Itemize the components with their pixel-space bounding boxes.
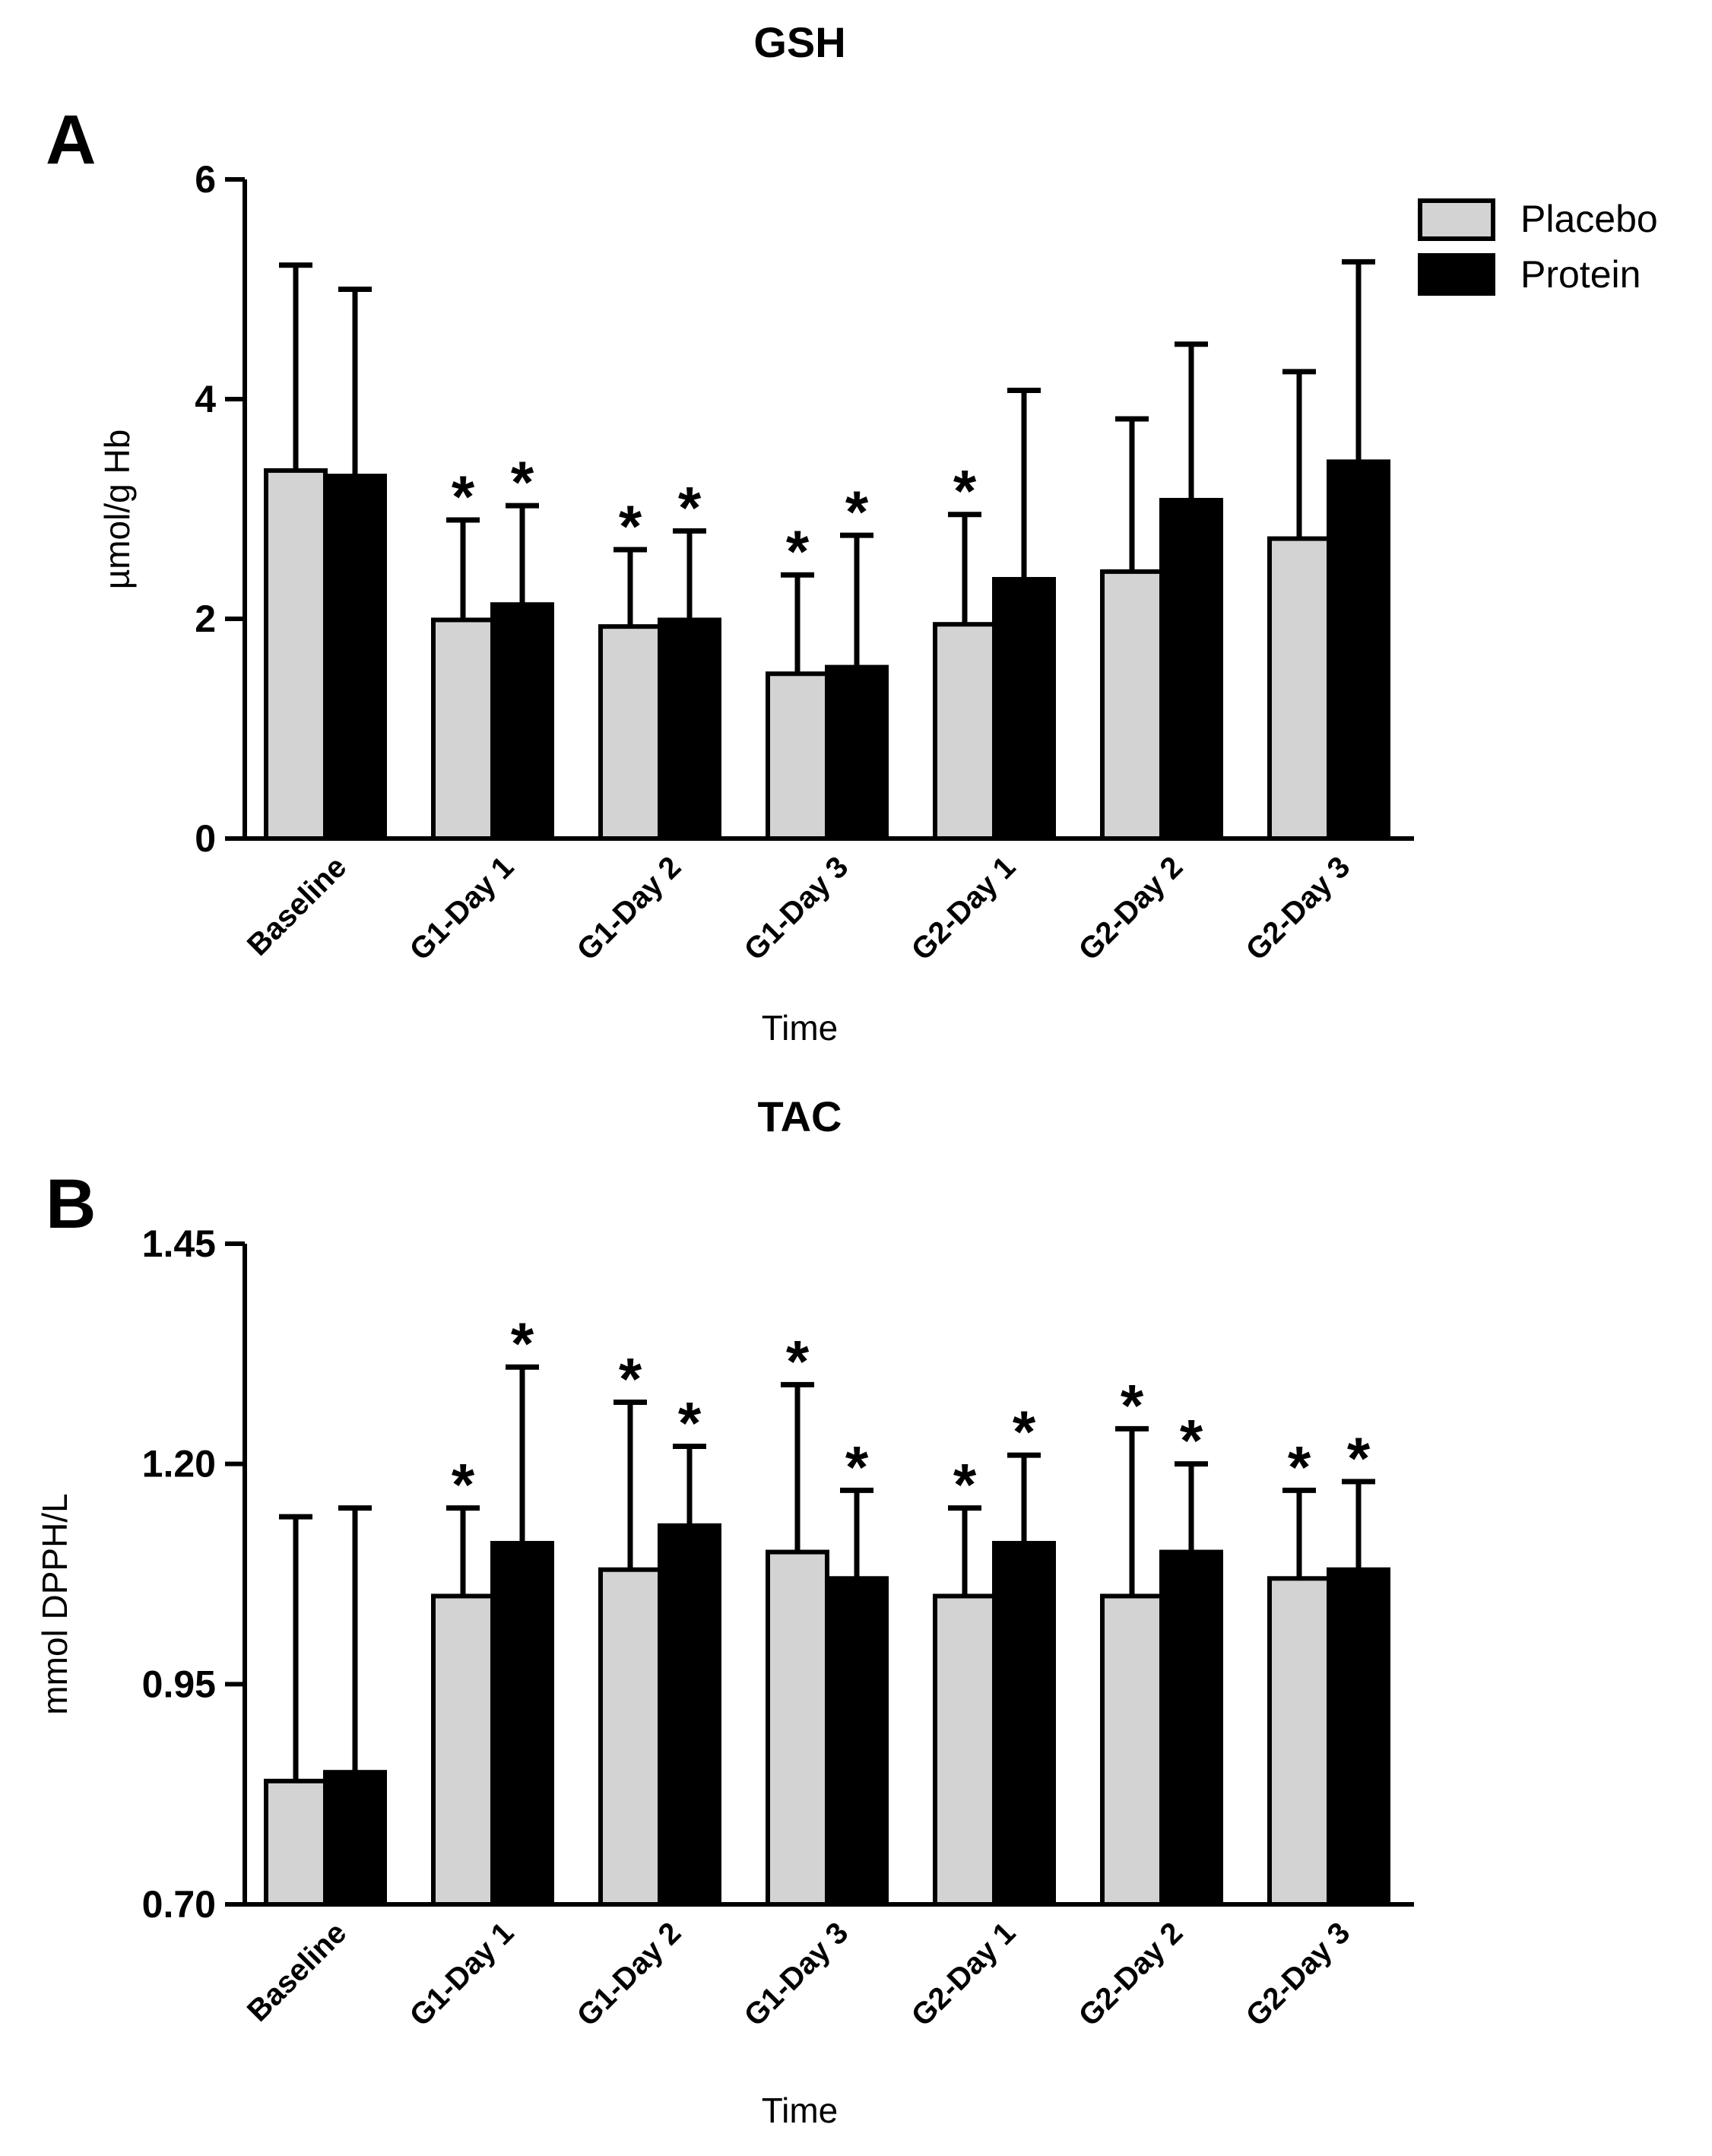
chart-b-category-label: G2-Day 2 [1073,1916,1190,2033]
chart-a-title: GSH [753,18,845,66]
legend: Placebo Protein [1418,198,1658,296]
chart-b-ytick-label: 0.95 [142,1663,216,1705]
chart-b-bar-placebo [1267,1576,1331,1907]
chart-a-bar-placebo [933,622,997,841]
chart-b-bar-placebo [264,1778,328,1907]
chart-b-ytick-label: 1.45 [142,1222,216,1265]
legend-label-placebo: Placebo [1520,198,1658,240]
chart-b-bar-placebo [1100,1593,1164,1907]
chart-a-ytick-label: 2 [195,598,216,640]
chart-b-significance-star: * [1121,1371,1144,1438]
chart-a-xlabel: Time [762,1008,839,1048]
chart-a-bar-protein [323,474,387,842]
chart-a-panel-label: A [46,101,96,179]
chart-a-bar-placebo [431,617,495,841]
chart-a-significance-star: * [786,518,810,585]
chart-b-bar-protein [825,1576,889,1907]
chart-a-category-label: G2-Day 1 [905,850,1022,967]
chart-a-bar-protein [658,617,721,841]
chart-a-bar-placebo [1100,569,1164,841]
chart-b-bar-protein [490,1540,554,1907]
chart-b-bar-protein [658,1523,721,1907]
chart-a-category-label: G1-Day 1 [404,850,521,967]
chart-b-bar-placebo [766,1549,829,1907]
chart-b-significance-star: * [678,1389,702,1456]
chart-b-bar-protein [1327,1567,1390,1907]
chart-b-panel-label: B [46,1165,96,1243]
chart-b-significance-star: * [452,1451,475,1518]
chart-b-significance-star: * [1180,1407,1203,1474]
chart-b-plot: 0.70 0.95 1.20 1.45 Baseline * * G1-Day 1 * * G1-D… [142,1222,1414,2033]
chart-b-ytick-label: 1.20 [142,1443,216,1485]
chart-b-significance-star: * [953,1451,977,1518]
chart-b-ylabel: mmol DPPH/L [35,1493,75,1714]
chart-b-category-label: G1-Day 1 [404,1916,521,2033]
chart-a-ytick-label: 4 [195,378,216,420]
chart-b-ytick-label: 0.70 [142,1883,216,1926]
chart-a-category-label: Baseline [241,850,353,962]
chart-a-bar-protein [992,576,1056,841]
chart-b-significance-star: * [1288,1433,1311,1500]
chart-b-category-label: G1-Day 2 [571,1916,688,2033]
chart-a-significance-star: * [845,478,869,545]
legend-swatch-placebo [1418,198,1495,241]
chart-b-category-label: G1-Day 3 [738,1916,855,2033]
chart-b-category-label: Baseline [241,1916,353,2028]
chart-b-significance-star: * [845,1433,869,1500]
chart-b-bar-placebo [598,1567,662,1907]
chart-b-bar-protein [1159,1549,1223,1907]
legend-label-protein: Protein [1520,253,1641,296]
chart-a-ytick-label: 6 [195,158,216,201]
chart-a-bar-protein [1327,459,1390,841]
chart-b-bar-placebo [431,1593,495,1907]
chart-a-category-label: G2-Day 3 [1240,850,1357,967]
chart-a-bar-protein [1159,497,1223,841]
chart-a-category-label: G2-Day 2 [1073,850,1190,967]
chart-a-bar-placebo [264,468,328,841]
chart-b-significance-star: * [786,1327,810,1394]
chart-a-significance-star: * [452,463,475,530]
chart-a-significance-star: * [511,449,534,515]
chart-a-bar-protein [490,602,554,842]
chart-b-bar-placebo [933,1593,997,1907]
chart-b-significance-star: * [511,1310,534,1377]
chart-b-significance-star: * [1013,1398,1036,1465]
chart-b-category-label: G2-Day 3 [1240,1916,1357,2033]
chart-b-bar-protein [323,1770,387,1907]
chart-a-bar-placebo [1267,536,1331,841]
legend-swatch-protein [1418,253,1495,296]
chart-a-ytick-label: 0 [195,817,216,860]
chart-b-title: TAC [758,1092,842,1140]
chart-b-significance-star: * [1347,1425,1371,1492]
chart-b-xlabel: Time [762,2091,839,2130]
chart-a-significance-star: * [619,493,642,560]
chart-a-significance-star: * [678,474,702,541]
chart-b-bar-protein [992,1540,1056,1907]
chart-a-bar-protein [825,664,889,842]
chart-b-significance-star: * [619,1346,642,1412]
chart-a-category-label: G1-Day 2 [571,850,688,967]
chart-a-bar-placebo [766,671,829,841]
chart-b-category-label: G2-Day 1 [905,1916,1022,2033]
chart-a-bar-placebo [598,624,662,841]
chart-a-ylabel: µmol/g Hb [97,430,137,590]
chart-a-plot: 0 2 4 6 Baseline * * G1-Day 1 * * G1-Day 2 * * G1-Day… [195,158,1414,967]
chart-a-significance-star: * [953,458,977,525]
chart-a-category-label: G1-Day 3 [738,850,855,967]
